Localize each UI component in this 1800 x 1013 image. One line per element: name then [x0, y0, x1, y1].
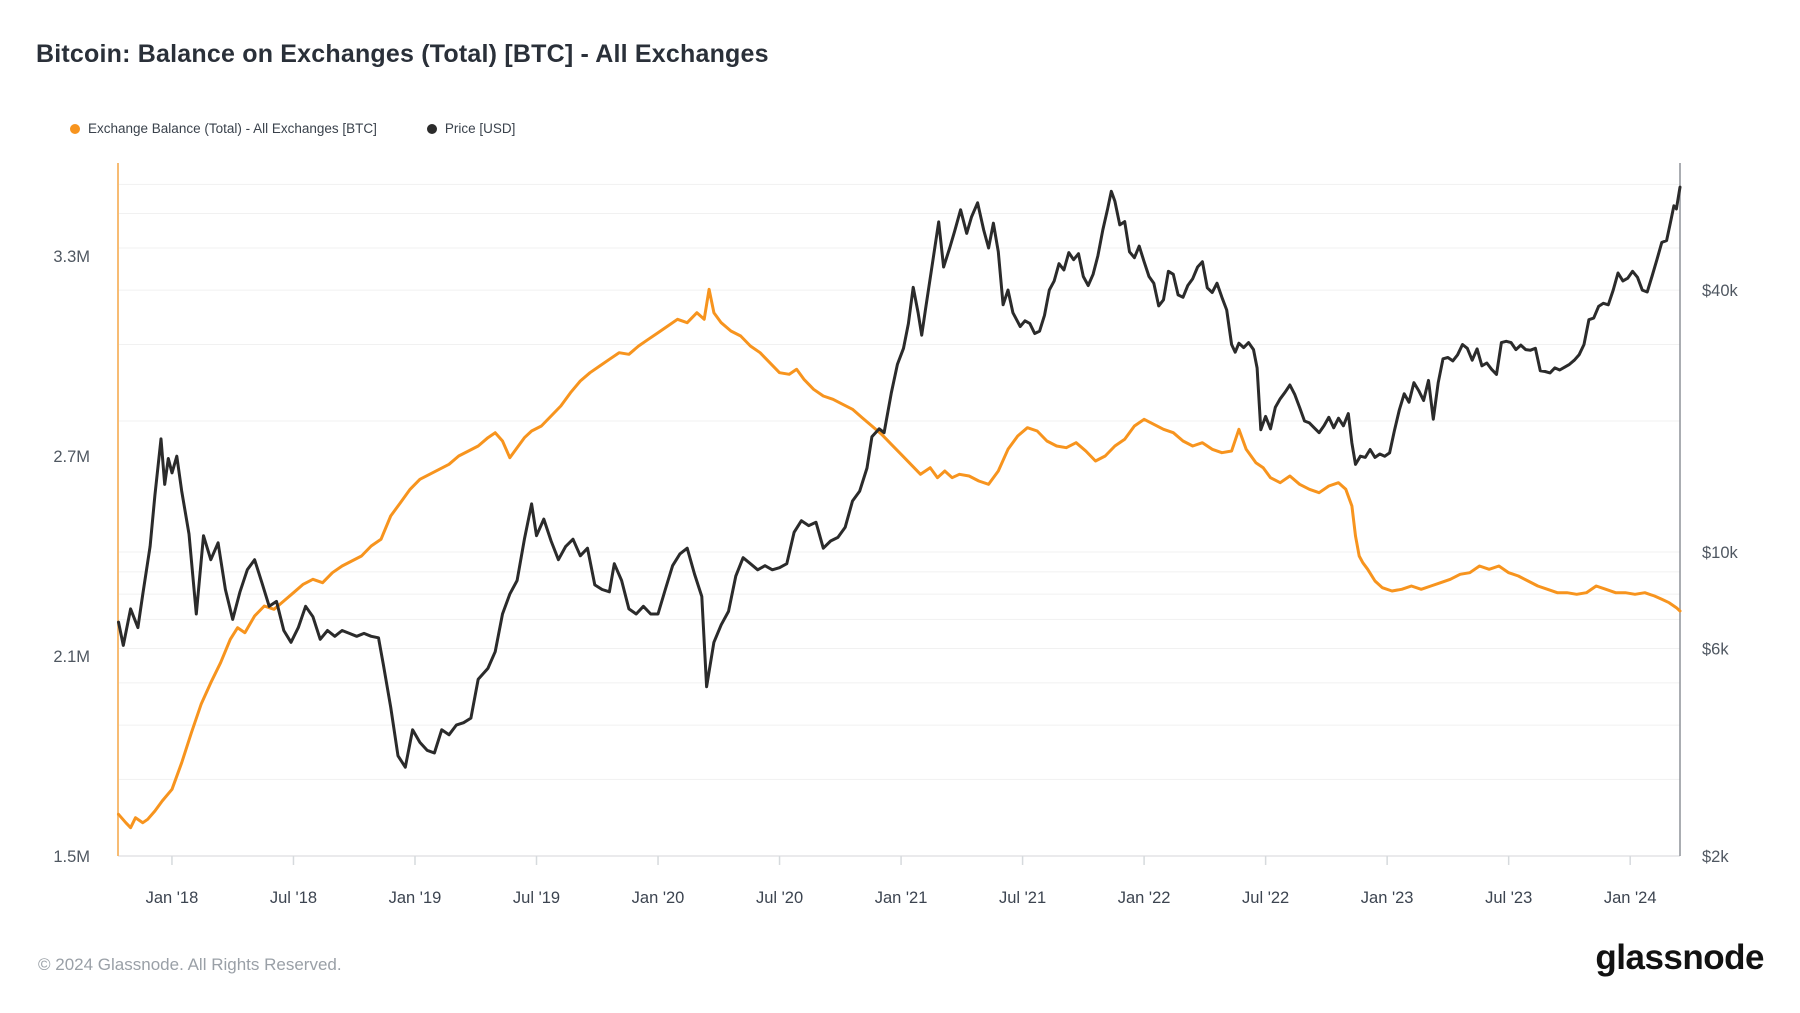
exchange-balance-line [117, 287, 1682, 830]
right-axis-label: $40k [1702, 282, 1739, 300]
x-axis-label: Jul '22 [1242, 889, 1289, 907]
legend-item-price[interactable]: Price [USD] [426, 121, 516, 136]
legend: Exchange Balance (Total) - All Exchanges… [70, 121, 565, 136]
price-line [117, 185, 1682, 769]
left-axis-label: 3.3M [53, 248, 90, 266]
x-axis-label: Jul '20 [756, 889, 803, 907]
x-axis-label: Jan '20 [632, 889, 685, 907]
left-axis-label: 1.5M [53, 848, 90, 866]
x-axis-label: Jul '18 [270, 889, 317, 907]
right-axis-label: $6k [1702, 640, 1729, 658]
right-axis-label: $10k [1702, 544, 1739, 562]
x-axis-label: Jul '23 [1485, 889, 1532, 907]
legend-label-exchange-balance: Exchange Balance (Total) - All Exchanges… [88, 121, 377, 136]
copyright-text: © 2024 Glassnode. All Rights Reserved. [38, 955, 342, 974]
x-axis-label: Jul '19 [513, 889, 560, 907]
left-axis-label: 2.1M [53, 648, 90, 666]
x-axis-label: Jan '24 [1604, 889, 1657, 907]
exchange-balance-series-dot-icon [70, 123, 80, 134]
x-axis-label: Jan '18 [146, 889, 199, 907]
x-axis-label: Jan '19 [389, 889, 442, 907]
legend-item-exchange-balance[interactable]: Exchange Balance (Total) - All Exchanges… [70, 121, 377, 136]
price-series-dot-icon [426, 123, 437, 134]
x-axis-label: Jan '23 [1361, 889, 1414, 907]
left-axis-label: 2.7M [53, 448, 90, 466]
legend-label-price: Price [USD] [444, 121, 516, 136]
glassnode-logo: glassnode [1595, 938, 1764, 977]
right-axis-label: $2k [1702, 848, 1729, 866]
x-axis-label: Jan '22 [1118, 889, 1171, 907]
x-axis-label: Jul '21 [999, 889, 1046, 907]
page-title: Bitcoin: Balance on Exchanges (Total) [B… [36, 40, 769, 68]
x-axis-label: Jan '21 [875, 889, 928, 907]
